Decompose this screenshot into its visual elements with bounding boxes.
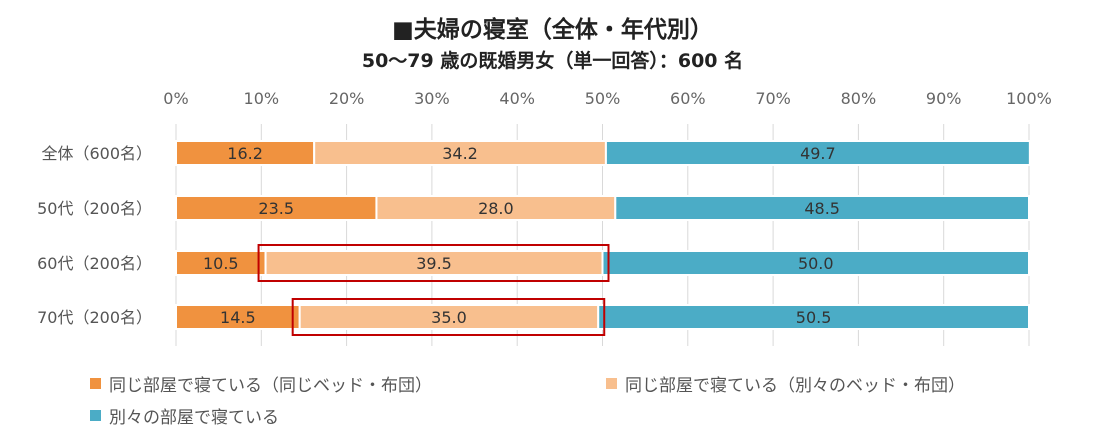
legend-label-same-bed: 同じ部屋で寝ている（同じベッド・布団） (109, 376, 432, 396)
data-label: 34.2 (442, 144, 478, 163)
bar-separate-room (614, 195, 1030, 221)
data-label: 39.5 (416, 254, 452, 273)
data-label: 35.0 (431, 308, 467, 327)
legend-swatch-same-bed (90, 378, 101, 389)
legend-swatch-separate-room (90, 410, 101, 421)
bar-same-bed (175, 250, 267, 276)
category-label: 50代（200名） (37, 199, 152, 218)
x-tick-label: 70% (755, 89, 791, 108)
legend-label-separate-room: 別々の部屋で寝ている (109, 408, 279, 428)
category-label: 60代（200名） (37, 254, 152, 273)
legend-item-same-bed: 同じ部屋で寝ている（同じベッド・布団） (90, 371, 432, 396)
x-tick-label: 20% (329, 89, 365, 108)
data-label: 49.7 (800, 144, 836, 163)
x-tick-label: 40% (499, 89, 535, 108)
bar-same-bed (175, 140, 316, 166)
highlight-box (257, 244, 610, 282)
bar-separate-room (604, 140, 1031, 166)
legend-label-separate-bed: 同じ部屋で寝ている（別々のベッド・布団） (625, 376, 965, 396)
legend-item-separate-room: 別々の部屋で寝ている (90, 403, 279, 428)
category-label: 全体（600名） (41, 144, 152, 163)
x-tick-label: 90% (926, 89, 962, 108)
x-tick-label: 80% (841, 89, 877, 108)
highlight-box (291, 298, 606, 336)
bar-separate-bed (313, 140, 607, 166)
data-label: 16.2 (227, 144, 263, 163)
data-label: 14.5 (220, 308, 256, 327)
bar-separate-bed (264, 250, 604, 276)
data-label: 23.5 (258, 199, 294, 218)
x-tick-label: 50% (585, 89, 621, 108)
data-label: 48.5 (804, 199, 840, 218)
data-label: 10.5 (203, 254, 239, 273)
bar-separate-room (601, 250, 1030, 276)
x-tick-label: 100% (1006, 89, 1052, 108)
x-tick-label: 10% (244, 89, 280, 108)
data-label: 50.0 (798, 254, 834, 273)
legend-item-separate-bed: 同じ部屋で寝ている（別々のベッド・布団） (606, 371, 965, 396)
bar-same-bed (175, 195, 378, 221)
legend-swatch-separate-bed (606, 378, 617, 389)
data-label: 28.0 (478, 199, 514, 218)
data-label: 50.5 (796, 308, 832, 327)
x-tick-label: 0% (163, 89, 188, 108)
chart-title: ■夫婦の寝室（全体・年代別） (392, 17, 713, 43)
category-label: 70代（200名） (37, 308, 152, 327)
chart-subtitle: 50～79 歳の既婚男女（単一回答）：600 名 (361, 50, 744, 72)
x-tick-label: 30% (414, 89, 450, 108)
x-tick-label: 60% (670, 89, 706, 108)
bar-separate-room (597, 304, 1030, 330)
